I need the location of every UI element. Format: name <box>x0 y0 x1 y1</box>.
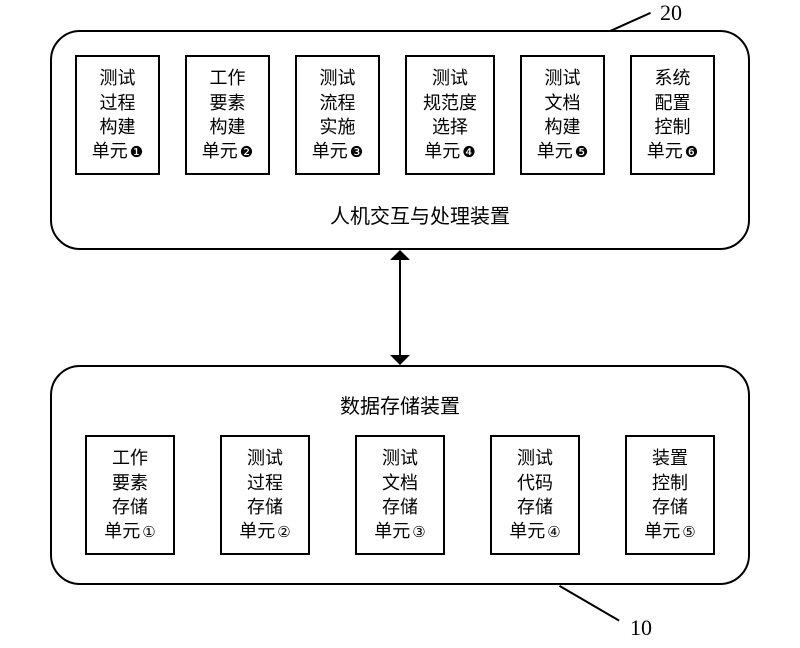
unit-last-line: 单元① <box>104 519 155 543</box>
unit-line: 代码 <box>517 471 553 495</box>
unit-last-line: 单元⑤ <box>644 519 695 543</box>
unit-last-line: 单元❻ <box>647 139 698 163</box>
unit-line: 过程 <box>100 91 136 115</box>
unit-last-line: 单元② <box>239 519 290 543</box>
unit-badge-icon: ❶ <box>130 143 143 163</box>
unit-badge-icon: ① <box>142 523 155 543</box>
unit-line: 存储 <box>382 495 418 519</box>
unit-badge-icon: ❷ <box>240 143 253 163</box>
bottom-unit-2: 测试过程存储单元② <box>220 435 310 555</box>
unit-last-line: 单元❹ <box>424 139 475 163</box>
top-unit-1: 测试过程构建单元❶ <box>75 55 160 175</box>
unit-line: 工作 <box>112 446 148 470</box>
top-unit-3: 测试流程实施单元❸ <box>295 55 380 175</box>
top-module-title: 人机交互与处理装置 <box>330 200 510 229</box>
top-ref-label: 20 <box>660 0 682 26</box>
unit-line: 构建 <box>100 115 136 139</box>
unit-line: 控制 <box>652 471 688 495</box>
bottom-unit-3: 测试文档存储单元③ <box>355 435 445 555</box>
connector-arrow-up <box>390 250 410 260</box>
unit-line: 文档 <box>382 471 418 495</box>
unit-last-line: 单元❷ <box>202 139 253 163</box>
bottom-unit-4: 测试代码存储单元④ <box>490 435 580 555</box>
unit-badge-icon: ② <box>277 523 290 543</box>
unit-line: 存储 <box>112 495 148 519</box>
unit-line: 工作 <box>210 66 246 90</box>
unit-line: 过程 <box>247 471 283 495</box>
top-unit-2: 工作要素构建单元❷ <box>185 55 270 175</box>
connector-line <box>399 260 401 355</box>
unit-line: 测试 <box>432 66 468 90</box>
unit-badge-icon: ③ <box>412 523 425 543</box>
unit-line: 存储 <box>517 495 553 519</box>
unit-line: 配置 <box>655 91 691 115</box>
unit-line: 控制 <box>655 115 691 139</box>
unit-line: 测试 <box>382 446 418 470</box>
unit-last-line: 单元③ <box>374 519 425 543</box>
diagram-container: 人机交互与处理装置 测试过程构建单元❶工作要素构建单元❷测试流程实施单元❸测试规… <box>0 0 800 648</box>
unit-badge-icon: ④ <box>547 523 560 543</box>
unit-badge-icon: ❻ <box>685 143 698 163</box>
bottom-unit-1: 工作要素存储单元① <box>85 435 175 555</box>
unit-line: 装置 <box>652 446 688 470</box>
top-leader-line <box>610 12 651 32</box>
unit-line: 测试 <box>100 66 136 90</box>
unit-last-line: 单元❺ <box>537 139 588 163</box>
unit-line: 测试 <box>247 446 283 470</box>
unit-line: 测试 <box>320 66 356 90</box>
bottom-unit-5: 装置控制存储单元⑤ <box>625 435 715 555</box>
unit-last-line: 单元❸ <box>312 139 363 163</box>
bottom-module-title: 数据存储装置 <box>340 390 460 419</box>
unit-line: 构建 <box>210 115 246 139</box>
unit-line: 规范度 <box>423 91 477 115</box>
unit-badge-icon: ❸ <box>350 143 363 163</box>
bottom-leader-line <box>559 585 620 622</box>
unit-last-line: 单元❶ <box>92 139 143 163</box>
unit-badge-icon: ❺ <box>575 143 588 163</box>
unit-line: 构建 <box>545 115 581 139</box>
top-unit-5: 测试文档构建单元❺ <box>520 55 605 175</box>
unit-line: 文档 <box>545 91 581 115</box>
unit-line: 测试 <box>545 66 581 90</box>
unit-line: 流程 <box>320 91 356 115</box>
unit-line: 系统 <box>655 66 691 90</box>
bottom-ref-label: 10 <box>630 615 652 641</box>
top-unit-6: 系统配置控制单元❻ <box>630 55 715 175</box>
unit-line: 测试 <box>517 446 553 470</box>
connector-arrow-down <box>390 355 410 365</box>
unit-line: 存储 <box>652 495 688 519</box>
unit-line: 要素 <box>112 471 148 495</box>
unit-line: 选择 <box>432 115 468 139</box>
unit-badge-icon: ❹ <box>462 143 475 163</box>
unit-last-line: 单元④ <box>509 519 560 543</box>
top-unit-4: 测试规范度选择单元❹ <box>405 55 495 175</box>
unit-line: 存储 <box>247 495 283 519</box>
unit-badge-icon: ⑤ <box>682 523 695 543</box>
unit-line: 实施 <box>320 115 356 139</box>
unit-line: 要素 <box>210 91 246 115</box>
